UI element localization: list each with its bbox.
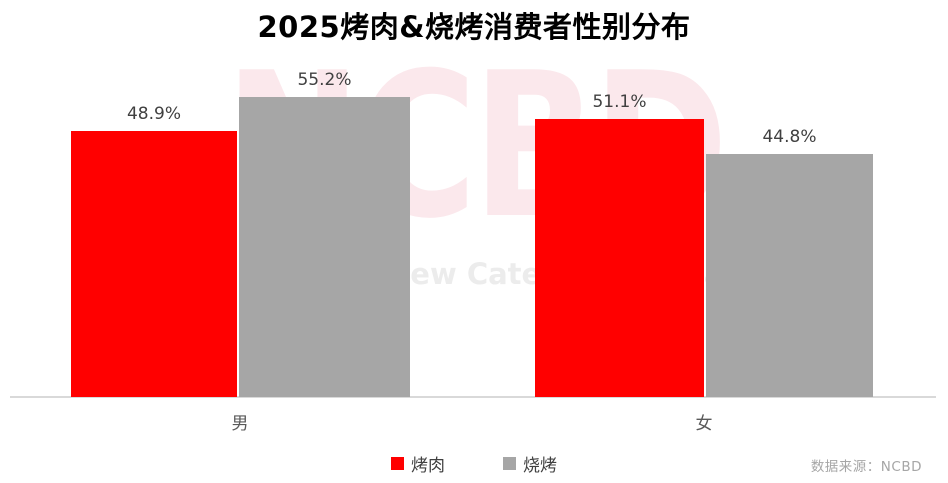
bar-value-label: 44.8% <box>762 127 817 147</box>
bar-value-label: 48.9% <box>126 104 182 124</box>
legend-item-shaokao: 烧烤 <box>503 451 557 476</box>
legend-label: 烤肉 <box>411 456 445 476</box>
category-label-0: 男 <box>231 414 249 434</box>
bar-series0-cat1 <box>535 119 704 397</box>
category-label-1: 女 <box>695 414 713 434</box>
legend: 烤肉 烧烤 <box>0 451 948 476</box>
x-axis-line <box>10 396 936 398</box>
bar-series1-cat0 <box>239 97 410 397</box>
data-source-note: 数据来源：NCBD <box>810 459 922 475</box>
bar-value-label: 55.2% <box>297 70 352 90</box>
legend-swatch-gray <box>503 457 516 470</box>
legend-swatch-red <box>391 457 404 470</box>
bar-series1-cat1 <box>706 154 873 397</box>
legend-item-kaorou: 烤肉 <box>391 451 445 476</box>
bar-series0-cat0 <box>71 131 237 397</box>
bar-value-label: 51.1% <box>592 92 647 112</box>
chart-title: 2025烤肉&烧烤消费者性别分布 <box>257 10 691 44</box>
legend-label: 烧烤 <box>523 456 557 476</box>
